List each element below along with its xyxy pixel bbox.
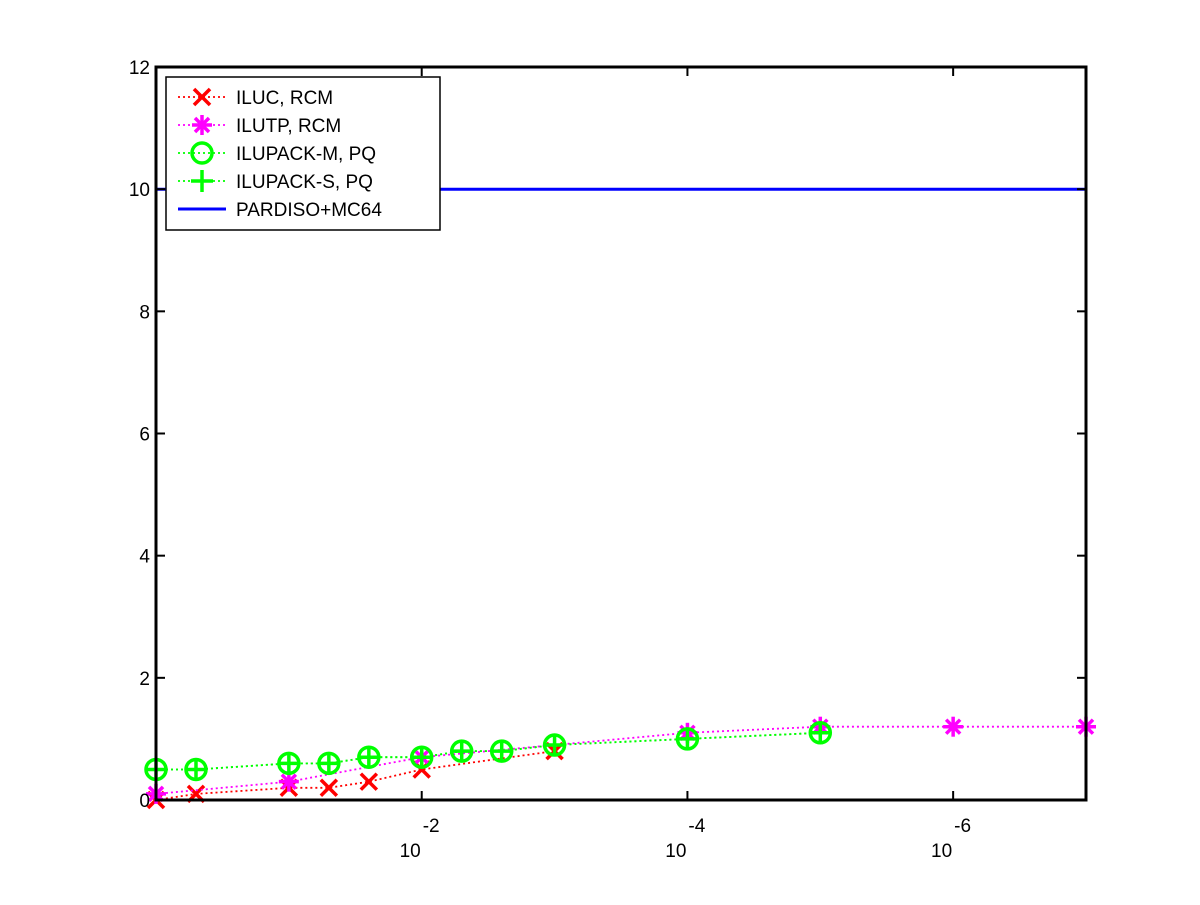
x-marker-stroke <box>319 778 339 798</box>
plus-marker <box>676 727 699 750</box>
y-tick-label: 10 <box>129 180 150 201</box>
y-tick-label: 0 <box>139 791 150 812</box>
x-tick-label-base: 10 <box>400 841 421 862</box>
legend-label: PARDISO+MC64 <box>236 200 382 221</box>
y-tick-label: 6 <box>139 425 150 446</box>
y-tick-label: 12 <box>129 58 150 79</box>
plus-marker <box>184 758 207 781</box>
y-tick-label: 2 <box>139 669 150 690</box>
y-tick-label: 8 <box>139 302 150 323</box>
x-marker-stroke <box>192 87 212 107</box>
y-tick-label: 4 <box>139 547 150 568</box>
x-marker-stroke <box>359 772 379 791</box>
plus-marker <box>191 170 213 192</box>
series-ilupack-s-pq <box>145 721 832 781</box>
legend-entry: ILUC, RCM <box>178 87 333 109</box>
plus-marker <box>357 746 380 769</box>
plot-frame <box>154 65 1088 802</box>
legend-entry: ILUPACK-M, PQ <box>178 141 376 165</box>
plus-marker <box>809 721 832 744</box>
legend-entry: ILUPACK-S, PQ <box>178 170 373 193</box>
plus-marker <box>317 752 340 775</box>
star-marker-stroke <box>193 116 211 134</box>
star-marker <box>192 115 212 135</box>
legend-entry: PARDISO+MC64 <box>178 200 382 221</box>
legend-label: ILUTP, RCM <box>236 116 341 137</box>
plus-marker <box>410 746 433 769</box>
plus-marker <box>490 740 513 763</box>
legend-label: ILUC, RCM <box>236 88 333 109</box>
legend-label: ILUPACK-M, PQ <box>236 144 376 165</box>
x-tick-label-base: 10 <box>931 841 952 862</box>
legend-label: ILUPACK-S, PQ <box>236 172 373 193</box>
star-marker <box>943 716 964 737</box>
x-tick-label-exponent: -4 <box>688 816 705 837</box>
x-tick-label-base: 10 <box>665 841 686 862</box>
plus-marker <box>277 752 300 775</box>
star-marker-stroke <box>944 718 962 735</box>
x-marker <box>359 772 379 791</box>
x-marker <box>319 778 339 798</box>
legend: ILUC, RCM ILUTP, RCM ILUPACK-M, PQ ILUPACK-… <box>165 76 441 231</box>
x-marker <box>192 87 212 107</box>
plus-marker <box>543 734 566 757</box>
x-tick-label-exponent: -6 <box>954 816 971 837</box>
circle-marker <box>190 141 214 165</box>
plus-marker <box>450 740 473 763</box>
legend-entry: ILUTP, RCM <box>178 115 341 137</box>
x-tick-label-exponent: -2 <box>423 816 440 837</box>
star-marker-stroke <box>280 773 298 790</box>
